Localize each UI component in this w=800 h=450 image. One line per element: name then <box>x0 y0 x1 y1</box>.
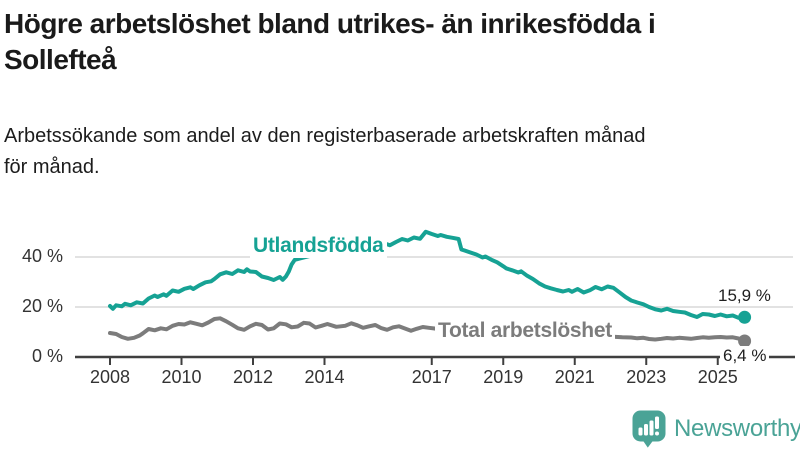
series-label-total-arbetsloshet: Total arbetslöshet <box>435 319 615 343</box>
end-value-utlandsfodda: 15,9 % <box>718 286 771 305</box>
x-tick-label: 2017 <box>411 367 452 387</box>
x-tick-label: 2014 <box>304 367 345 387</box>
chart-subtitle-line2: för månad. <box>4 156 100 178</box>
newsworthy-logo: Newsworthy <box>632 410 800 448</box>
series-line-0 <box>108 229 747 320</box>
y-tick-label: 20 % <box>21 296 63 316</box>
series-end-dot-0 <box>738 310 752 324</box>
x-tick-label: 2021 <box>554 367 595 387</box>
x-tick-label: 2023 <box>626 367 667 387</box>
chart-subtitle: Arbetssökande som andel av den registerb… <box>4 121 646 183</box>
x-tick-label: 2025 <box>697 367 738 387</box>
chart-subtitle-line1: Arbetssökande som andel av den registerb… <box>4 125 646 147</box>
series-line-1 <box>108 316 747 343</box>
x-tick-label: 2012 <box>232 367 274 387</box>
x-tick-label: 2019 <box>483 367 524 387</box>
page-title-line1: Högre arbetslöshet bland utrikes- än inr… <box>4 8 656 39</box>
page-title-line2: Sollefteå <box>4 44 117 75</box>
end-value-total-arbetsloshet: 6,4 % <box>720 346 770 366</box>
series-label-utlandsfodda: Utlandsfödda <box>250 234 387 258</box>
x-tick-label: 2008 <box>89 367 131 387</box>
series-end-dot-1 <box>738 334 752 348</box>
y-tick-label: 0 % <box>31 346 63 366</box>
newsworthy-logo-icon <box>632 410 666 448</box>
newsworthy-logo-text: Newsworthy <box>674 415 800 442</box>
x-tick-label: 2010 <box>161 367 202 387</box>
page-title: Högre arbetslöshet bland utrikes- än inr… <box>4 6 656 78</box>
y-tick-label: 40 % <box>21 246 63 266</box>
